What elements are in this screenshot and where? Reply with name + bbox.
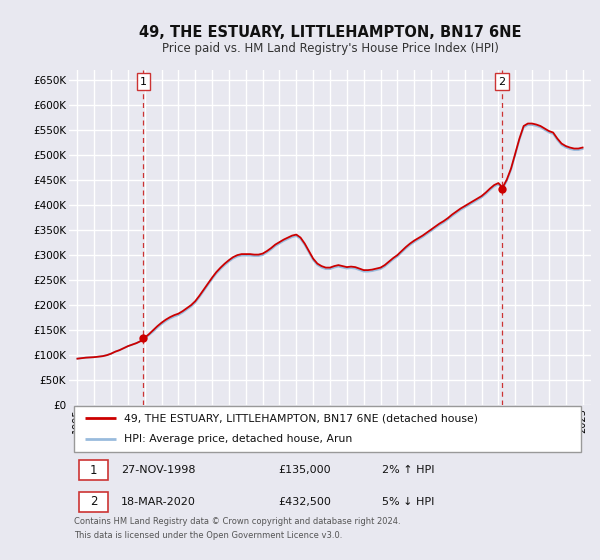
Text: Contains HM Land Registry data © Crown copyright and database right 2024.: Contains HM Land Registry data © Crown c… (74, 517, 401, 526)
Text: £432,500: £432,500 (278, 497, 331, 507)
Bar (79, 492, 108, 512)
Text: 1: 1 (90, 464, 98, 477)
Text: 2% ↑ HPI: 2% ↑ HPI (382, 465, 434, 475)
Text: 49, THE ESTUARY, LITTLEHAMPTON, BN17 6NE (detached house): 49, THE ESTUARY, LITTLEHAMPTON, BN17 6NE… (124, 413, 478, 423)
Text: 49, THE ESTUARY, LITTLEHAMPTON, BN17 6NE: 49, THE ESTUARY, LITTLEHAMPTON, BN17 6NE (139, 25, 521, 40)
Text: £135,000: £135,000 (278, 465, 331, 475)
Text: 27-NOV-1998: 27-NOV-1998 (121, 465, 196, 475)
Text: 1: 1 (140, 77, 147, 87)
Text: HPI: Average price, detached house, Arun: HPI: Average price, detached house, Arun (124, 434, 352, 444)
Bar (79, 460, 108, 480)
Text: 18-MAR-2020: 18-MAR-2020 (121, 497, 196, 507)
Text: This data is licensed under the Open Government Licence v3.0.: This data is licensed under the Open Gov… (74, 531, 343, 540)
Text: Price paid vs. HM Land Registry's House Price Index (HPI): Price paid vs. HM Land Registry's House … (161, 42, 499, 55)
Text: 2: 2 (90, 495, 98, 508)
Text: 5% ↓ HPI: 5% ↓ HPI (382, 497, 434, 507)
Text: 2: 2 (499, 77, 505, 87)
